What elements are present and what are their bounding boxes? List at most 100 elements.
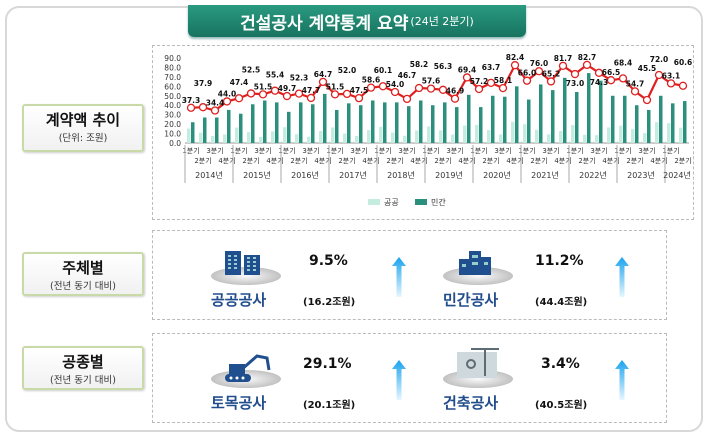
quarter-label: 2분기 xyxy=(674,156,691,165)
year-label: 2020년 xyxy=(483,170,511,180)
total-data-label: 46.7 xyxy=(398,71,417,80)
quarter-label: 2분기 xyxy=(338,156,355,165)
quarter-label: 2분기 xyxy=(578,156,595,165)
up-arrow-icon xyxy=(392,360,406,400)
total-point xyxy=(366,83,376,92)
quarter-label: 1분기 xyxy=(614,146,631,155)
category-name: 토목공사 xyxy=(211,394,267,412)
total-data-label: 47.5 xyxy=(350,86,369,95)
private-bar xyxy=(407,106,411,143)
total-data-label: 57.2 xyxy=(470,77,489,86)
total-point xyxy=(450,94,460,103)
chart-panel: 0.0 10.0 20.0 30.0 40.0 50.0 60.0 70.0 80.0 90.0 1… xyxy=(152,45,694,220)
total-point xyxy=(198,103,208,112)
total-data-label: 57.6 xyxy=(422,77,441,86)
type-label: 공종별 (전년 동기 대비) xyxy=(22,346,144,390)
year-label: 2014년 xyxy=(195,170,223,180)
contract-amount: (40.5조원) xyxy=(535,400,588,411)
private-bar xyxy=(563,77,567,143)
total-data-label: 82.4 xyxy=(506,53,525,62)
total-data-label: 60.6 xyxy=(674,58,693,67)
private-bar xyxy=(503,96,507,143)
quarter-label: 4분기 xyxy=(266,156,283,165)
quarter-label: 1분기 xyxy=(662,146,679,155)
public-bar xyxy=(607,127,611,143)
total-data-label: 65.2 xyxy=(542,69,561,78)
total-data-label: 52.5 xyxy=(242,65,261,74)
private-bar xyxy=(479,107,483,143)
contract-amount: (44.4조원) xyxy=(535,297,588,308)
private-bar xyxy=(671,103,675,143)
public-bar xyxy=(571,125,575,143)
quarter-label: 3분기 xyxy=(350,146,367,155)
private-bar xyxy=(551,90,555,143)
total-data-label: 49.7 xyxy=(278,84,297,93)
quarter-label: 1분기 xyxy=(518,146,535,155)
public-bar xyxy=(223,134,227,143)
quarter-label: 3분기 xyxy=(542,146,559,155)
change-percent: 29.1% xyxy=(303,356,352,372)
public-bar xyxy=(235,127,239,143)
quarter-label: 4분기 xyxy=(650,156,667,165)
total-point xyxy=(186,103,196,112)
total-point xyxy=(438,85,448,94)
total-data-label: 34.4 xyxy=(206,99,225,108)
trend-unit: (단위: 조원) xyxy=(58,133,108,144)
total-point xyxy=(342,89,352,99)
private-bar xyxy=(299,102,303,143)
year-label: 2017년 xyxy=(339,170,367,180)
public-bar xyxy=(463,125,467,143)
category-name: 공공공사 xyxy=(211,291,267,309)
total-data-label: 66.0 xyxy=(518,69,537,78)
total-point xyxy=(666,79,676,88)
entity-sub: (전년 동기 대비) xyxy=(50,281,116,292)
total-data-label: 54.7 xyxy=(626,79,645,88)
total-point xyxy=(270,86,280,95)
quarter-label: 2분기 xyxy=(626,156,643,165)
quarter-label: 3분기 xyxy=(398,146,415,155)
legend-private: 민간 xyxy=(431,197,446,207)
total-point xyxy=(618,74,628,83)
total-point xyxy=(210,106,220,115)
public-bar xyxy=(283,127,287,143)
quarter-label: 1분기 xyxy=(326,146,343,155)
total-point xyxy=(486,78,496,87)
total-point xyxy=(306,93,316,103)
total-point xyxy=(534,67,544,76)
quarter-label: 2분기 xyxy=(482,156,499,165)
y-tick-label: 30.0 xyxy=(164,111,181,120)
total-data-label: 44.0 xyxy=(218,89,237,98)
private-bar xyxy=(287,111,291,143)
quarter-label: 2분기 xyxy=(194,156,211,165)
year-label: 2021년 xyxy=(531,170,559,180)
apartment-building-icon xyxy=(453,249,497,279)
private-bar xyxy=(263,100,267,143)
private-bar xyxy=(647,109,651,143)
entity-panel: 공공공사 9.5% (16.2조원) 민간공사 11.2% (44.4조원) xyxy=(152,230,667,320)
public-bar xyxy=(655,122,659,143)
year-label: 2018년 xyxy=(387,170,415,180)
public-bar xyxy=(211,136,215,143)
quarter-label: 4분기 xyxy=(314,156,331,165)
total-point xyxy=(558,61,568,70)
contract-amount: (20.1조원) xyxy=(303,400,356,411)
quarter-label: 3분기 xyxy=(206,146,223,155)
quarter-label: 1분기 xyxy=(422,146,439,155)
private-bar xyxy=(443,102,447,143)
total-data-label: 58.1 xyxy=(494,76,513,85)
total-data-label: 52.3 xyxy=(290,74,309,83)
y-tick-label: 0.0 xyxy=(169,139,181,148)
total-point xyxy=(642,95,652,105)
trend-label: 계약액 추이 (단위: 조원) xyxy=(22,104,144,152)
public-bar xyxy=(475,124,479,143)
total-point xyxy=(246,89,256,98)
y-tick-label: 40.0 xyxy=(164,101,181,110)
total-data-label: 51.5 xyxy=(254,82,273,91)
total-point xyxy=(594,68,604,77)
total-data-label: 58.2 xyxy=(410,60,429,69)
quarter-label: 4분기 xyxy=(602,156,619,165)
quarter-label: 1분기 xyxy=(566,146,583,155)
quarter-label: 2분기 xyxy=(242,156,259,165)
total-point xyxy=(582,60,592,70)
y-tick-label: 60.0 xyxy=(164,82,181,91)
